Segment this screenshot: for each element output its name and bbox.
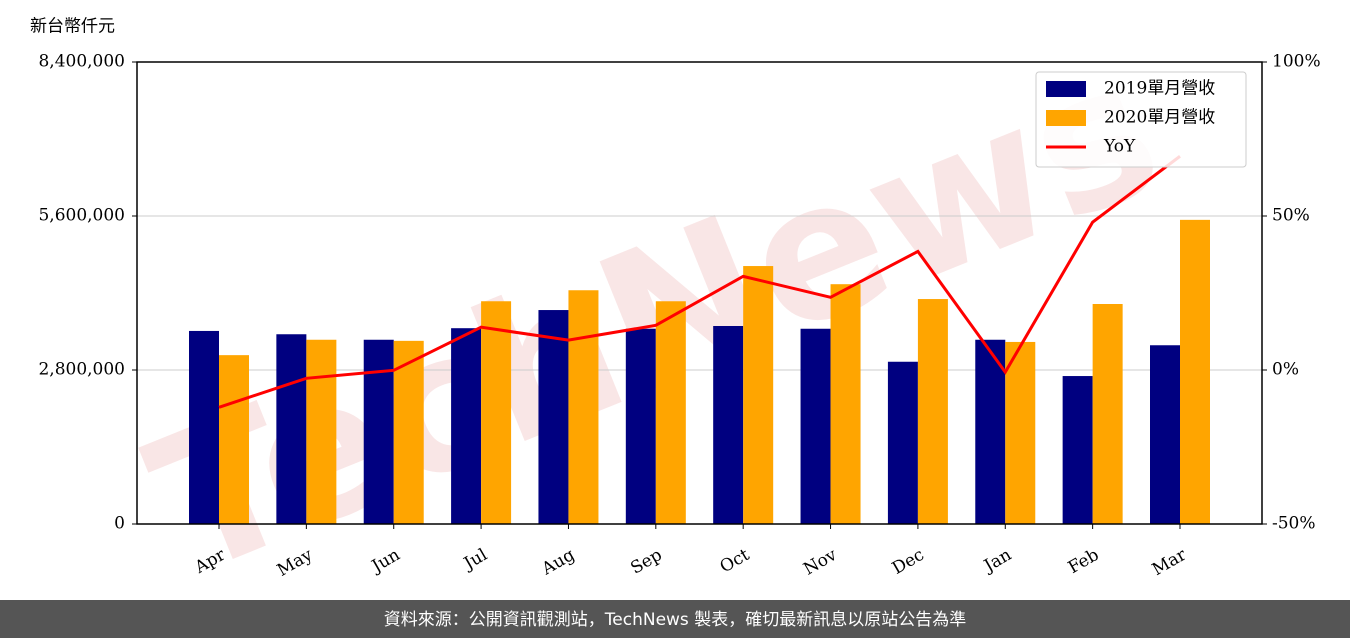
x-tick-label: Sep: [627, 545, 665, 579]
y-tick-label: 8,400,000: [38, 52, 125, 72]
y2-tick-label: 0%: [1272, 360, 1299, 380]
watermark: TechNews: [123, 17, 1186, 618]
y-axis-label: 新台幣仟元: [30, 17, 115, 37]
y2-tick-label: 100%: [1272, 52, 1321, 72]
bar: [1005, 341, 1036, 524]
bar: [219, 355, 249, 524]
legend-box: [1035, 71, 1247, 168]
bar: [306, 339, 337, 524]
x-tick-label: Mar: [1149, 544, 1191, 580]
x-tick-label: Dec: [889, 545, 928, 579]
bar: [975, 339, 1006, 524]
footer-bar: [0, 600, 1350, 638]
bar: [568, 290, 599, 524]
x-tick-label: Jul: [459, 545, 491, 575]
bar: [713, 326, 744, 524]
x-tick-label: Aug: [538, 545, 579, 580]
bar: [1150, 345, 1180, 524]
bar: [1062, 376, 1093, 524]
y-tick-label: 5,600,000: [38, 206, 125, 226]
bar: [800, 328, 831, 524]
bar: [481, 301, 512, 524]
legend-label: 2020單月營收: [1104, 108, 1215, 128]
bar: [393, 340, 424, 524]
footer: 資料來源：公開資訊觀測站，TechNews 製表，確切最新訊息以原站公告為準: [384, 610, 966, 630]
legend-swatch: [1046, 81, 1086, 97]
legend-swatch: [1046, 110, 1086, 126]
bar: [625, 328, 656, 524]
bar: [276, 334, 307, 524]
y-tick-label: 2,800,000: [38, 360, 125, 380]
plot-frame: [136, 61, 1263, 525]
y-tick-label: 0: [114, 514, 125, 534]
bar: [1092, 304, 1123, 524]
bar: [655, 301, 686, 524]
y2-tick-label: -50%: [1272, 514, 1316, 534]
x-tick-label: Feb: [1065, 545, 1103, 578]
bar: [743, 266, 774, 524]
bar: [538, 310, 569, 524]
bar: [1180, 219, 1210, 524]
y2-tick-label: 50%: [1272, 206, 1310, 226]
bar: [917, 299, 948, 524]
legend-label: 2019單月營收: [1104, 79, 1215, 99]
x-tick-label: Jan: [979, 545, 1015, 577]
bar: [189, 330, 219, 524]
x-tick-label: Oct: [717, 545, 753, 578]
legend-label: YoY: [1103, 137, 1136, 157]
bar: [363, 339, 394, 524]
bar: [887, 361, 918, 524]
bar: [451, 328, 482, 524]
yoy-line: [218, 155, 1181, 409]
x-tick-label: Nov: [800, 545, 840, 580]
bar: [830, 284, 861, 524]
